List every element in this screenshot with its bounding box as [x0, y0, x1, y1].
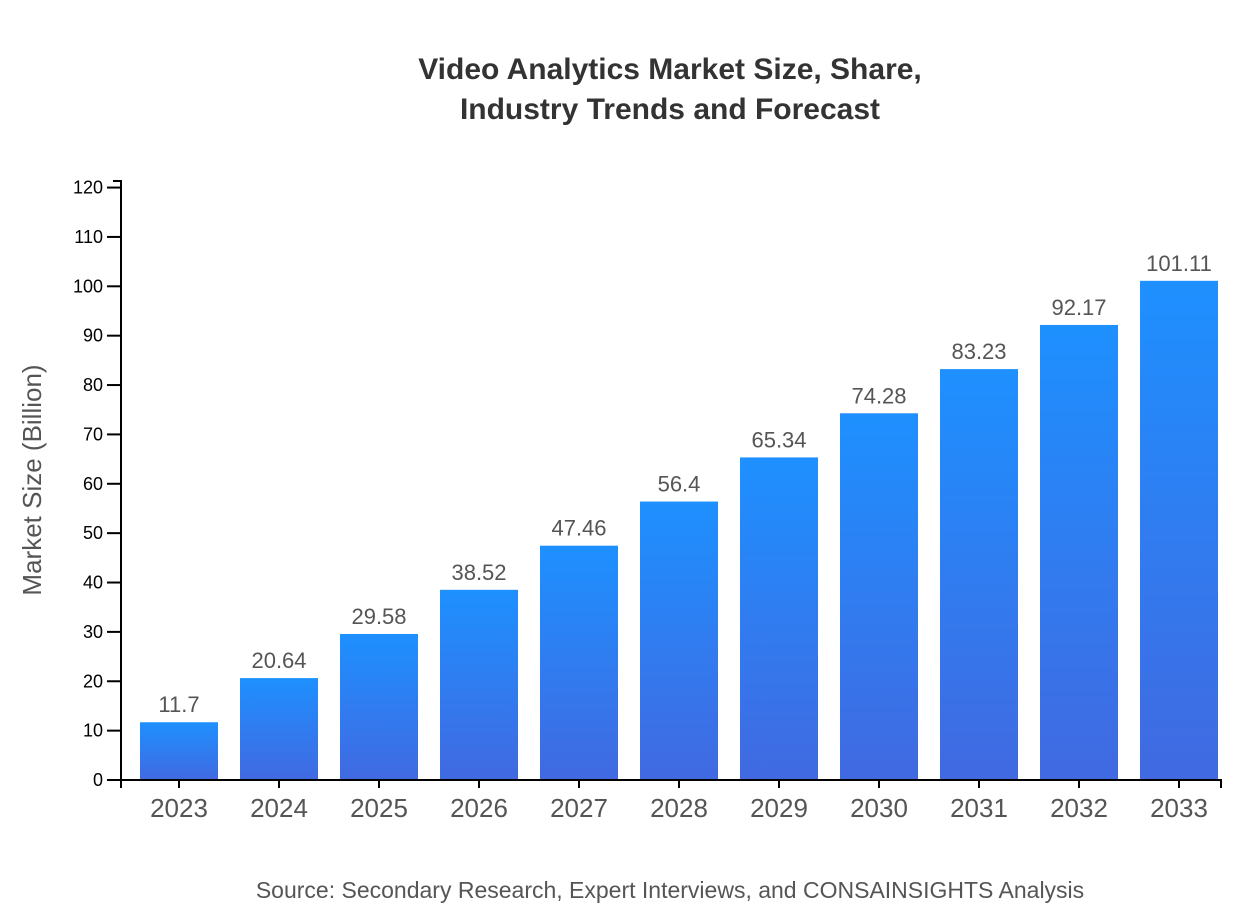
- y-tick-label-50: 50: [83, 523, 103, 543]
- bar-2023: [140, 722, 218, 780]
- y-tick-label-70: 70: [83, 424, 103, 444]
- y-tick-label-80: 80: [83, 375, 103, 395]
- source-note: Source: Secondary Research, Expert Inter…: [255, 877, 1085, 903]
- x-tick-label-2024: 2024: [250, 793, 308, 823]
- data-label-2025: 29.58: [351, 604, 406, 629]
- bar-2027: [540, 545, 618, 780]
- x-axis-line: [120, 779, 1222, 788]
- bar-2032: [1040, 324, 1118, 780]
- data-label-2023: 11.7: [158, 692, 199, 717]
- x-tick-label-2029: 2029: [750, 793, 808, 823]
- chart-title: Video Analytics Market Size, Share, Indu…: [0, 50, 1260, 130]
- y-axis-line: [113, 180, 122, 781]
- x-tick-label-2023: 2023: [150, 793, 208, 823]
- y-tick-label-110: 110: [74, 227, 103, 247]
- data-label-2029: 65.34: [751, 427, 806, 452]
- x-tick-label-2032: 2032: [1050, 793, 1108, 823]
- y-tick-label-10: 10: [83, 721, 103, 741]
- x-tick-label-2026: 2026: [450, 793, 508, 823]
- data-label-2027: 47.46: [551, 516, 606, 541]
- data-label-2033: 101.11: [1146, 251, 1212, 276]
- data-label-2031: 83.23: [951, 339, 1006, 364]
- chart-title-line-1: Video Analytics Market Size, Share,: [418, 53, 922, 86]
- data-label-2030: 74.28: [851, 383, 906, 408]
- chart-title-line-2: Industry Trends and Forecast: [459, 93, 881, 126]
- bar-2030: [840, 413, 918, 780]
- bar-2031: [940, 369, 1018, 780]
- bar-2033: [1140, 280, 1218, 780]
- x-tick-label-2028: 2028: [650, 793, 708, 823]
- y-tick-label-100: 100: [73, 276, 103, 296]
- data-label-2028: 56.4: [658, 472, 701, 497]
- x-tick-label-2031: 2031: [950, 793, 1008, 823]
- data-label-2024: 20.64: [251, 648, 306, 673]
- bar-2024: [240, 678, 318, 780]
- x-tick-label-2025: 2025: [350, 793, 408, 823]
- bar-2028: [640, 501, 718, 780]
- y-tick-label-60: 60: [83, 474, 103, 494]
- y-tick-label-30: 30: [83, 622, 103, 642]
- y-tick-label-120: 120: [73, 178, 103, 198]
- bar-2025: [340, 633, 418, 780]
- y-tick-label-0: 0: [93, 770, 103, 790]
- x-tick-label-2027: 2027: [550, 793, 608, 823]
- bar-2026: [440, 589, 518, 780]
- bar-2029: [740, 457, 818, 780]
- y-axis-label: Market Size (Billion): [17, 364, 47, 595]
- x-tick-label-2033: 2033: [1150, 793, 1208, 823]
- data-label-2026: 38.52: [451, 560, 506, 585]
- y-tick-label-90: 90: [83, 326, 103, 346]
- data-label-2032: 92.17: [1051, 295, 1106, 320]
- y-tick-label-40: 40: [83, 573, 103, 593]
- y-tick-label-20: 20: [83, 671, 103, 691]
- x-tick-label-2030: 2030: [850, 793, 908, 823]
